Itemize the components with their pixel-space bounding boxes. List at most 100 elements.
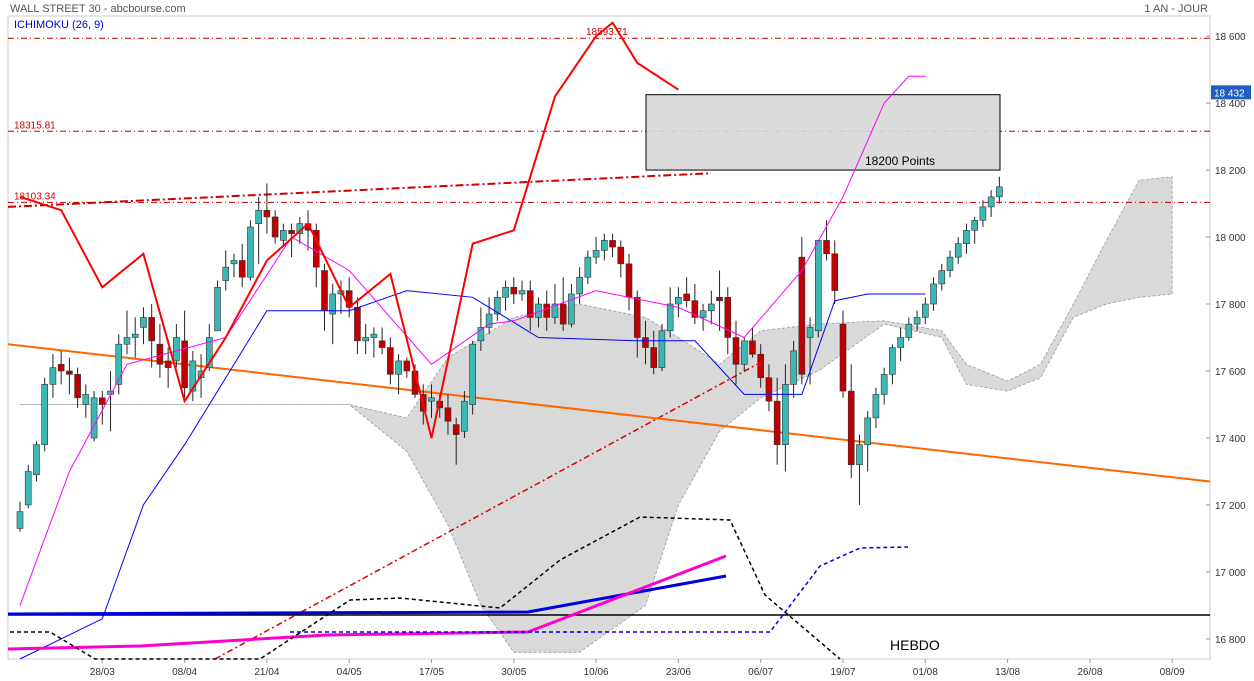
uptrend-line bbox=[214, 363, 758, 660]
candle-body bbox=[724, 297, 732, 338]
candle-body bbox=[699, 310, 707, 318]
candle-body bbox=[963, 230, 970, 245]
x-tick-label: 13/08 bbox=[995, 667, 1020, 678]
candle-body bbox=[954, 243, 962, 258]
candle-body bbox=[181, 340, 188, 389]
weekly-cloud-b bbox=[10, 516, 841, 660]
candle-body bbox=[362, 337, 369, 342]
candle-body bbox=[222, 266, 230, 281]
y-tick-label: 17 200 bbox=[1215, 501, 1246, 512]
candle-body bbox=[321, 270, 328, 312]
chikou-line bbox=[19, 21, 679, 439]
candle-body bbox=[642, 337, 649, 348]
candle-body bbox=[592, 250, 600, 258]
candle-body bbox=[839, 323, 847, 392]
y-tick-label: 16 800 bbox=[1215, 635, 1246, 646]
candle-body bbox=[238, 260, 246, 278]
candle-body bbox=[395, 360, 402, 375]
weekly-panel: HEBDO bbox=[7, 516, 1210, 660]
candle-body bbox=[494, 297, 501, 315]
candle-body bbox=[889, 347, 896, 375]
resistance-line bbox=[7, 172, 709, 208]
candle-body bbox=[82, 394, 90, 405]
candle-body bbox=[189, 360, 197, 392]
candle-body bbox=[41, 384, 48, 445]
candle-body bbox=[806, 327, 814, 338]
candle-body bbox=[477, 327, 485, 342]
y-tick-label: 17 800 bbox=[1215, 300, 1246, 311]
candle-body bbox=[280, 230, 287, 241]
axes: 16 800 17 000 17 200 17 400 17 600 17 800 18 0… bbox=[90, 32, 1251, 678]
candle-body bbox=[658, 330, 666, 368]
candle-body bbox=[288, 230, 295, 234]
candle-body bbox=[650, 347, 658, 368]
candle-body bbox=[502, 286, 509, 298]
x-tick-label: 26/08 bbox=[1077, 667, 1102, 678]
candle-body bbox=[271, 216, 279, 238]
candle-body bbox=[57, 363, 65, 372]
weekly-label: HEBDO bbox=[890, 637, 940, 653]
candle-body bbox=[872, 394, 880, 419]
x-tick-label: 30/05 bbox=[501, 667, 526, 678]
candle-body bbox=[24, 471, 32, 506]
candle-body bbox=[740, 340, 748, 365]
candle-body bbox=[584, 256, 592, 278]
candle-body bbox=[666, 303, 674, 332]
candle-body bbox=[140, 317, 147, 328]
candle-body bbox=[205, 337, 213, 368]
candle-body bbox=[74, 374, 81, 399]
candle-body bbox=[847, 390, 855, 466]
candle-body bbox=[897, 337, 904, 348]
candle-body bbox=[387, 347, 394, 375]
level-label: 18593.71 bbox=[586, 27, 628, 38]
candle-body bbox=[164, 360, 172, 368]
x-tick-label: 08/09 bbox=[1160, 667, 1185, 678]
y-tick-label: 18 200 bbox=[1215, 166, 1246, 177]
candle-body bbox=[905, 323, 913, 338]
candle-body bbox=[485, 313, 493, 328]
candle-body bbox=[312, 230, 320, 268]
x-tick-label: 17/05 bbox=[419, 667, 444, 678]
candle-body bbox=[815, 240, 822, 332]
y-gridlines bbox=[1206, 35, 1210, 640]
candle-body bbox=[526, 290, 534, 318]
candle-body bbox=[773, 400, 781, 445]
candle-body bbox=[765, 377, 773, 402]
candle-body bbox=[329, 293, 337, 315]
candle-body bbox=[930, 283, 937, 305]
kijun-line bbox=[19, 75, 926, 606]
candle-body bbox=[856, 444, 863, 466]
period-label: 1 AN - JOUR bbox=[1144, 3, 1208, 15]
x-tick-label: 19/07 bbox=[830, 667, 855, 678]
candle-body bbox=[90, 397, 98, 439]
x-tick-label: 28/03 bbox=[90, 667, 115, 678]
y-tick-label: 17 600 bbox=[1215, 367, 1246, 378]
y-tick-label: 17 000 bbox=[1215, 568, 1246, 579]
candle-body bbox=[518, 290, 526, 295]
x-tick-label: 10/06 bbox=[584, 667, 609, 678]
candle-body bbox=[938, 270, 946, 285]
candle-body bbox=[173, 337, 180, 362]
candle-body bbox=[864, 417, 871, 445]
candle-body bbox=[543, 303, 551, 318]
candle-body bbox=[749, 340, 756, 355]
candle-body bbox=[609, 240, 616, 248]
candle-body bbox=[263, 209, 271, 218]
x-tick-label: 08/04 bbox=[172, 667, 197, 678]
zone-box bbox=[645, 94, 1001, 171]
candle-body bbox=[790, 350, 797, 385]
candle-body bbox=[156, 343, 164, 365]
candle-body bbox=[979, 206, 987, 221]
tenkan-line bbox=[19, 290, 926, 660]
candle-body bbox=[880, 374, 888, 395]
last-price-label: 18 432 bbox=[1214, 88, 1245, 99]
indicator-label: ICHIMOKU (26, 9) bbox=[14, 19, 104, 31]
last-price-tag bbox=[1211, 85, 1251, 100]
candle-body bbox=[708, 303, 715, 312]
candle-body bbox=[831, 253, 839, 291]
x-tick-label: 21/04 bbox=[254, 667, 279, 678]
candle-body bbox=[551, 303, 559, 318]
candle-body bbox=[255, 209, 262, 224]
candle-body bbox=[633, 297, 641, 338]
